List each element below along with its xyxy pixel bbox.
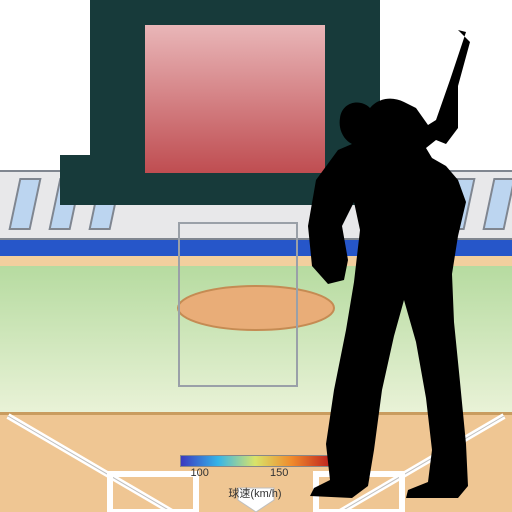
pitch-location-diagram: 100150 球速(km/h) [0, 0, 512, 512]
batter-silhouette [0, 0, 512, 512]
